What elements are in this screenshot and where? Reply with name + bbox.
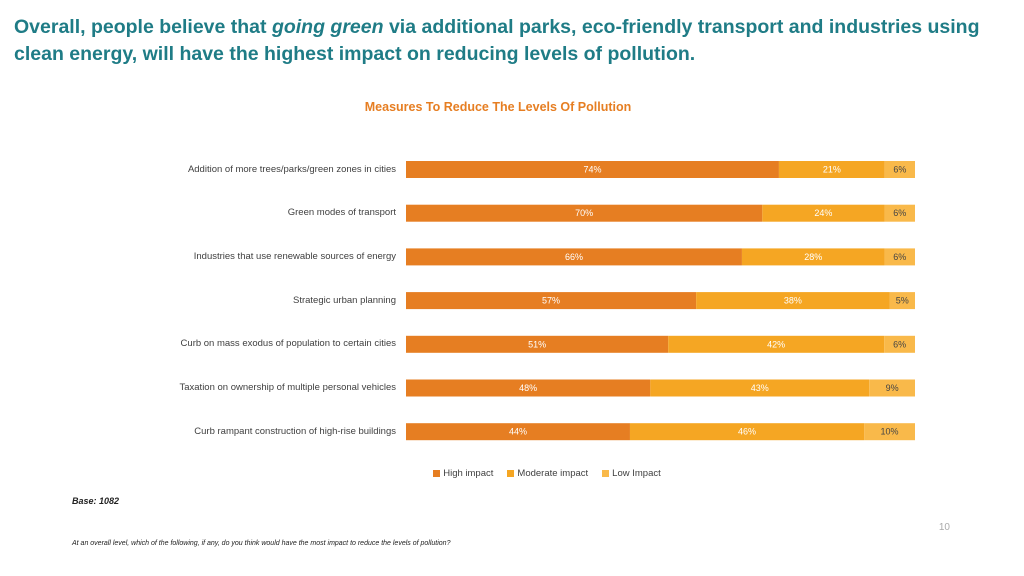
data-label-high: 66% [565,252,583,262]
data-label-moderate: 21% [823,165,841,175]
legend-swatch-high [433,470,441,477]
data-label-moderate: 46% [738,427,756,437]
legend-swatch-moderate [507,470,515,477]
bar-segment-high [406,423,630,441]
data-label-high: 70% [575,208,593,218]
legend-label-low: Low Impact [612,468,661,479]
category-label: Taxation on ownership of multiple person… [179,382,396,393]
legend-item-high: High impact [433,468,493,479]
legend-item-moderate: Moderate impact [507,468,588,479]
data-label-high: 51% [528,339,546,349]
data-label-low: 6% [893,339,906,349]
bar-segment-high [406,379,651,397]
legend-swatch-low [602,470,610,477]
data-label-low: 6% [893,252,906,262]
data-label-high: 57% [542,296,560,306]
bar-segment-low [884,248,915,266]
chart-legend: High impact Moderate impact Low Impact [0,468,1024,479]
data-label-low: 6% [893,165,906,175]
data-label-moderate: 28% [804,252,822,262]
bar-segment-moderate [629,423,865,441]
bar-segment-moderate [696,292,890,310]
legend-label-high: High impact [443,468,494,479]
base-note: Base: 1082 [72,496,120,506]
bar-segment-low [884,204,915,222]
bar-segment-high [406,335,669,353]
data-label-high: 48% [519,383,537,393]
headline-part1: Overall, people believe that [14,16,272,38]
bar-segment-moderate [741,248,885,266]
chart-title: Measures To Reduce The Levels Of Polluti… [364,100,632,114]
data-label-low: 9% [886,383,899,393]
headline-part2: via additional parks, eco-friendly trans… [14,16,980,65]
data-label-low: 5% [896,296,909,306]
data-label-high: 44% [509,427,527,437]
bar-segment-moderate [778,161,885,178]
bar-segment-moderate [762,204,885,222]
bar-segment-high [406,292,697,310]
bar-segment-low [884,335,915,353]
bar-segment-low [889,292,915,310]
legend-label-moderate: Moderate impact [517,468,589,479]
bar-segment-low [869,379,915,397]
page-number: 10 [938,522,950,533]
data-label-low: 6% [893,208,906,218]
bar-segment-low [864,423,915,441]
data-label-moderate: 38% [784,296,802,306]
category-label: Addition of more trees/parks/green zones… [187,163,396,175]
category-label: Strategic urban planning [293,294,396,306]
bar-segment-high [406,248,742,266]
bar-segment-low [884,161,915,178]
category-label: Green modes of transport [287,207,396,219]
data-label-moderate: 42% [767,339,785,349]
legend-item-low: Low Impact [602,468,661,479]
data-label-high: 74% [583,165,601,175]
question-footnote: At an overall level, which of the follow… [72,540,451,547]
data-label-moderate: 43% [751,383,769,393]
page-headline: Overall, people believe that going green… [14,14,1004,68]
bar-segment-high [406,204,763,222]
bar-segment-moderate [668,335,885,353]
bar-segment-high [406,161,779,178]
category-label: Curb on mass exodus of population to cer… [180,338,396,350]
headline-emphasis: going green [271,16,384,38]
bar-segment-moderate [650,379,870,397]
data-label-moderate: 24% [814,208,832,218]
category-label: Curb rampant construction of high-rise b… [194,425,396,437]
category-label: Industries that use renewable sources of… [193,250,396,262]
data-label-low: 10% [881,427,899,437]
